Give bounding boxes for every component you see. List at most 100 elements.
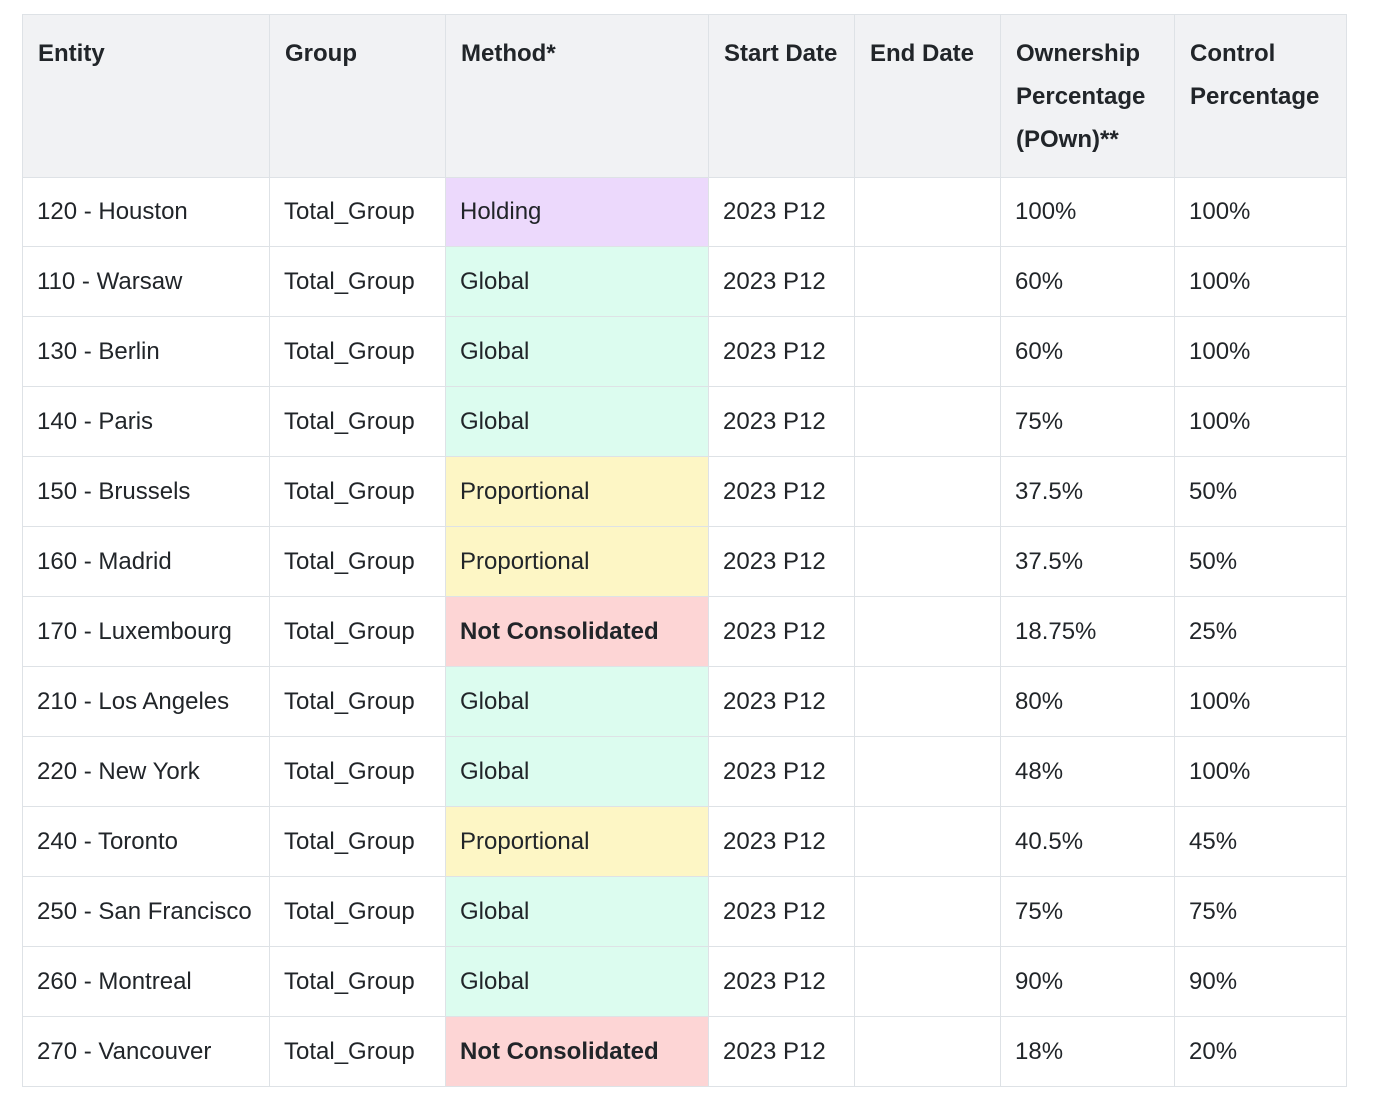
header-row: Entity Group Method* Start Date End Date… xyxy=(22,14,1347,178)
cell-control-percentage: 100% xyxy=(1174,666,1347,737)
header-group: Group xyxy=(269,14,446,178)
header-control-percentage: Control Percentage xyxy=(1174,14,1347,178)
cell-ownership-percentage: 40.5% xyxy=(1000,806,1175,877)
cell-end-date xyxy=(854,596,1001,667)
cell-control-percentage: 20% xyxy=(1174,1016,1347,1087)
cell-start-date: 2023 P12 xyxy=(708,946,855,1017)
cell-entity: 250 - San Francisco xyxy=(22,876,270,947)
table-row: 260 - Montreal Total_Group Global 2023 P12 9… xyxy=(22,946,1347,1017)
cell-method: Proportional xyxy=(445,456,709,527)
consolidation-table: Entity Group Method* Start Date End Date… xyxy=(22,14,1347,1087)
cell-end-date xyxy=(854,456,1001,527)
cell-control-percentage: 100% xyxy=(1174,316,1347,387)
cell-group: Total_Group xyxy=(269,526,446,597)
table-row: 160 - Madrid Total_Group Proportional 2023 … xyxy=(22,526,1347,597)
cell-ownership-percentage: 37.5% xyxy=(1000,456,1175,527)
cell-end-date xyxy=(854,177,1001,247)
table-row: 240 - Toronto Total_Group Proportional 2023… xyxy=(22,806,1347,877)
cell-group: Total_Group xyxy=(269,456,446,527)
cell-start-date: 2023 P12 xyxy=(708,736,855,807)
cell-group: Total_Group xyxy=(269,246,446,317)
cell-ownership-percentage: 18% xyxy=(1000,1016,1175,1087)
cell-group: Total_Group xyxy=(269,177,446,247)
cell-group: Total_Group xyxy=(269,596,446,667)
cell-control-percentage: 90% xyxy=(1174,946,1347,1017)
header-ownership-percentage: Ownership Percentage (POwn)** xyxy=(1000,14,1175,178)
table-row: 130 - Berlin Total_Group Global 2023 P12 60%… xyxy=(22,316,1347,387)
cell-end-date xyxy=(854,946,1001,1017)
cell-ownership-percentage: 75% xyxy=(1000,386,1175,457)
table-row: 140 - Paris Total_Group Global 2023 P12 75% 1… xyxy=(22,386,1347,457)
cell-end-date xyxy=(854,386,1001,457)
cell-group: Total_Group xyxy=(269,946,446,1017)
cell-end-date xyxy=(854,1016,1001,1087)
table-row: 170 - Luxembourg Total_Group Not Consolida… xyxy=(22,596,1347,667)
table-header: Entity Group Method* Start Date End Date… xyxy=(22,14,1347,178)
table-row: 270 - Vancouver Total_Group Not Consolidat… xyxy=(22,1016,1347,1087)
cell-control-percentage: 75% xyxy=(1174,876,1347,947)
cell-group: Total_Group xyxy=(269,806,446,877)
table-row: 110 - Warsaw Total_Group Global 2023 P12 60%… xyxy=(22,246,1347,317)
cell-entity: 140 - Paris xyxy=(22,386,270,457)
cell-ownership-percentage: 60% xyxy=(1000,246,1175,317)
cell-control-percentage: 100% xyxy=(1174,736,1347,807)
cell-end-date xyxy=(854,876,1001,947)
cell-end-date xyxy=(854,316,1001,387)
cell-start-date: 2023 P12 xyxy=(708,177,855,247)
cell-entity: 120 - Houston xyxy=(22,177,270,247)
cell-control-percentage: 25% xyxy=(1174,596,1347,667)
cell-control-percentage: 100% xyxy=(1174,386,1347,457)
cell-method: Proportional xyxy=(445,526,709,597)
cell-end-date xyxy=(854,246,1001,317)
cell-group: Total_Group xyxy=(269,1016,446,1087)
cell-start-date: 2023 P12 xyxy=(708,456,855,527)
cell-control-percentage: 50% xyxy=(1174,456,1347,527)
cell-group: Total_Group xyxy=(269,386,446,457)
cell-start-date: 2023 P12 xyxy=(708,316,855,387)
cell-control-percentage: 45% xyxy=(1174,806,1347,877)
table-row: 220 - New York Total_Group Global 2023 P12 4… xyxy=(22,736,1347,807)
cell-start-date: 2023 P12 xyxy=(708,1016,855,1087)
cell-ownership-percentage: 75% xyxy=(1000,876,1175,947)
cell-group: Total_Group xyxy=(269,876,446,947)
cell-method: Global xyxy=(445,876,709,947)
cell-start-date: 2023 P12 xyxy=(708,246,855,317)
table-body: 120 - Houston Total_Group Holding 2023 P12 1… xyxy=(22,177,1347,1087)
cell-method: Proportional xyxy=(445,806,709,877)
cell-method: Holding xyxy=(445,177,709,247)
cell-entity: 160 - Madrid xyxy=(22,526,270,597)
cell-method: Not Consolidated xyxy=(445,596,709,667)
cell-method: Global xyxy=(445,946,709,1017)
cell-ownership-percentage: 80% xyxy=(1000,666,1175,737)
cell-method: Global xyxy=(445,736,709,807)
table-row: 250 - San Francisco Total_Group Global 2023… xyxy=(22,876,1347,947)
cell-group: Total_Group xyxy=(269,316,446,387)
cell-start-date: 2023 P12 xyxy=(708,806,855,877)
header-end-date: End Date xyxy=(854,14,1001,178)
table-row: 210 - Los Angeles Total_Group Global 2023 P… xyxy=(22,666,1347,737)
cell-ownership-percentage: 90% xyxy=(1000,946,1175,1017)
cell-entity: 260 - Montreal xyxy=(22,946,270,1017)
cell-control-percentage: 100% xyxy=(1174,177,1347,247)
cell-start-date: 2023 P12 xyxy=(708,666,855,737)
cell-start-date: 2023 P12 xyxy=(708,386,855,457)
cell-ownership-percentage: 18.75% xyxy=(1000,596,1175,667)
cell-entity: 150 - Brussels xyxy=(22,456,270,527)
header-method: Method* xyxy=(445,14,709,178)
cell-group: Total_Group xyxy=(269,736,446,807)
cell-entity: 240 - Toronto xyxy=(22,806,270,877)
cell-ownership-percentage: 37.5% xyxy=(1000,526,1175,597)
cell-control-percentage: 100% xyxy=(1174,246,1347,317)
table-row: 150 - Brussels Total_Group Proportional 202… xyxy=(22,456,1347,527)
table-row: 120 - Houston Total_Group Holding 2023 P12 1… xyxy=(22,177,1347,247)
cell-method: Global xyxy=(445,386,709,457)
header-start-date: Start Date xyxy=(708,14,855,178)
cell-end-date xyxy=(854,526,1001,597)
cell-method: Global xyxy=(445,246,709,317)
cell-start-date: 2023 P12 xyxy=(708,596,855,667)
cell-ownership-percentage: 100% xyxy=(1000,177,1175,247)
cell-end-date xyxy=(854,736,1001,807)
cell-ownership-percentage: 60% xyxy=(1000,316,1175,387)
consolidation-table-container: Entity Group Method* Start Date End Date… xyxy=(22,14,1347,1087)
cell-end-date xyxy=(854,666,1001,737)
